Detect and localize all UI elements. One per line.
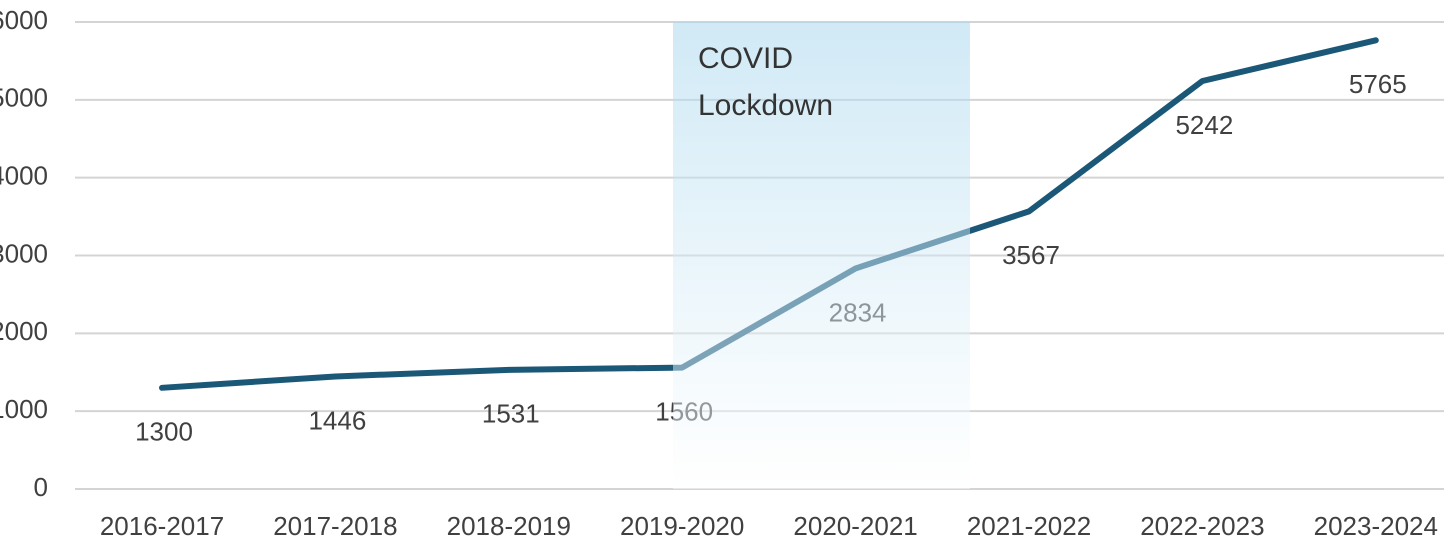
y-tick-label: 5000 bbox=[0, 83, 48, 113]
data-label: 1300 bbox=[135, 417, 193, 447]
y-tick-label: 0 bbox=[34, 472, 48, 502]
x-tick-label: 2023-2024 bbox=[1314, 511, 1438, 541]
x-tick-label: 2022-2023 bbox=[1140, 511, 1264, 541]
x-tick-label: 2016-2017 bbox=[100, 511, 224, 541]
x-tick-label: 2020-2021 bbox=[793, 511, 917, 541]
data-label: 1531 bbox=[482, 399, 540, 429]
x-tick-label: 2021-2022 bbox=[967, 511, 1091, 541]
x-tick-label: 2019-2020 bbox=[620, 511, 744, 541]
annotation: COVID bbox=[698, 42, 793, 75]
data-label: 3567 bbox=[1002, 240, 1060, 270]
y-tick-label: 6000 bbox=[0, 5, 48, 35]
annotation: Lockdown bbox=[698, 89, 833, 122]
y-tick-label: 4000 bbox=[0, 161, 48, 191]
covid-shade bbox=[673, 22, 970, 489]
data-label: 5242 bbox=[1175, 110, 1233, 140]
data-label: 1446 bbox=[308, 405, 366, 435]
x-tick-label: 2018-2019 bbox=[447, 511, 571, 541]
y-tick-label: 2000 bbox=[0, 316, 48, 346]
data-label: 5765 bbox=[1349, 69, 1407, 99]
y-tick-label: 3000 bbox=[0, 238, 48, 268]
y-tick-label: 1000 bbox=[0, 394, 48, 424]
x-tick-label: 2017-2018 bbox=[273, 511, 397, 541]
labels: 2016-2017 2017-2018 2018-2019 2019-2020 2020… bbox=[100, 511, 1438, 541]
